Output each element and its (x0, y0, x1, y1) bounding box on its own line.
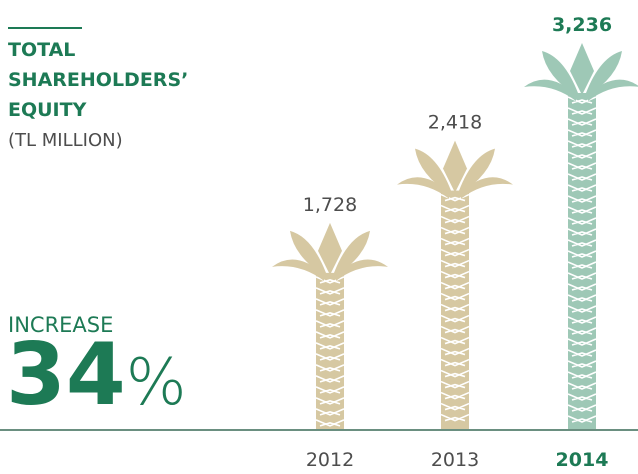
palm-leaf (415, 148, 451, 195)
increase-value: 34 (6, 325, 126, 425)
palm-leaf (318, 222, 342, 275)
palm-leaf (272, 259, 324, 281)
chart-title: EQUITY (8, 99, 87, 121)
palm-trunk-pattern (315, 276, 345, 427)
palm-leaf (443, 140, 467, 193)
palm-trunk (568, 93, 596, 429)
chart-title: TOTAL (8, 39, 75, 61)
value-label: 1,728 (303, 194, 357, 216)
increase-label: INCREASE (8, 313, 113, 337)
palm-trunk (316, 272, 344, 429)
increase-unit: % (126, 346, 187, 420)
palm-leaf (336, 259, 388, 281)
palm-trunk-pattern (567, 96, 597, 423)
palm-leaf (588, 79, 638, 101)
palm-leaf (459, 148, 495, 195)
chart-title: SHAREHOLDERS’ (8, 69, 188, 91)
x-tick-label: 2014 (556, 449, 609, 471)
palm-leaf (542, 51, 578, 97)
palm-trunk-pattern (440, 193, 470, 422)
palm-leaf (524, 79, 576, 101)
x-tick-label: 2013 (431, 449, 479, 471)
value-label: 3,236 (552, 14, 612, 36)
palm-bar (397, 140, 513, 429)
palm-leaf (570, 43, 594, 95)
value-label: 2,418 (428, 112, 482, 134)
x-tick-label: 2012 (306, 449, 354, 471)
palm-leaf (397, 177, 449, 199)
palm-leaf (290, 230, 326, 277)
palm-leaf (586, 51, 622, 97)
chart-subtitle: (TL MILLION) (8, 130, 123, 151)
palm-bar (272, 222, 388, 429)
palm-bar (524, 43, 638, 429)
palm-leaf (334, 230, 370, 277)
increase-figure: 34% (6, 325, 187, 425)
palm-leaf (461, 177, 513, 199)
